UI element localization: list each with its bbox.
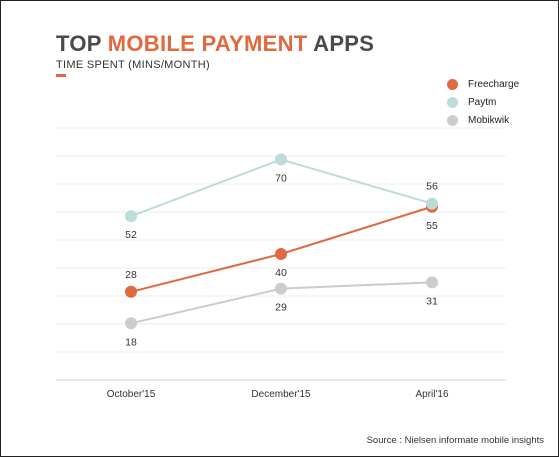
source-note: Source : Nielsen informate mobile insigh… [366, 435, 544, 446]
data-point-mobikwik [426, 276, 438, 289]
title-highlight: MOBILE PAYMENT [107, 31, 308, 56]
legend-dot-freecharge [447, 78, 458, 90]
data-point-paytm [426, 197, 438, 210]
data-point-mobikwik [275, 282, 287, 295]
data-label: 29 [275, 302, 287, 314]
data-point-mobikwik [125, 317, 137, 330]
x-tick-label: October'15 [107, 389, 156, 400]
legend-dot-mobikwik [447, 114, 458, 126]
data-label: 31 [426, 295, 438, 307]
legend-label-mobikwik: Mobikwik [468, 114, 510, 126]
series-line-paytm [130, 158, 433, 218]
accent-bar [56, 74, 66, 77]
chart-subtitle: TIME SPENT (MINS/MONTH) [56, 59, 210, 71]
data-label: 56 [426, 181, 438, 193]
legend-label-freecharge: Freecharge [468, 78, 520, 90]
x-tick-label: April'16 [415, 389, 448, 400]
data-point-freecharge [125, 285, 137, 298]
data-point-paytm [125, 210, 137, 223]
data-label: 40 [275, 267, 287, 279]
title-part2: APPS [307, 31, 375, 56]
data-label: 52 [125, 229, 137, 241]
data-point-paytm [275, 153, 287, 166]
legend-label-paytm: Paytm [468, 96, 497, 108]
data-label: 28 [125, 269, 137, 281]
data-point-freecharge [275, 248, 287, 260]
x-tick-label: December'15 [251, 389, 311, 400]
data-label: 55 [426, 220, 438, 232]
title-part1: TOP [56, 31, 108, 56]
legend: Freecharge Paytm Mobikwik [447, 75, 519, 129]
legend-item-paytm: Paytm [447, 93, 519, 111]
chart-title: TOP MOBILE PAYMENT APPS [56, 31, 374, 57]
legend-item-freecharge: Freecharge [447, 75, 519, 93]
legend-dot-paytm [447, 96, 458, 108]
legend-item-mobikwik: Mobikwik [447, 111, 519, 129]
data-label: 70 [275, 173, 287, 185]
data-label: 18 [125, 336, 137, 348]
